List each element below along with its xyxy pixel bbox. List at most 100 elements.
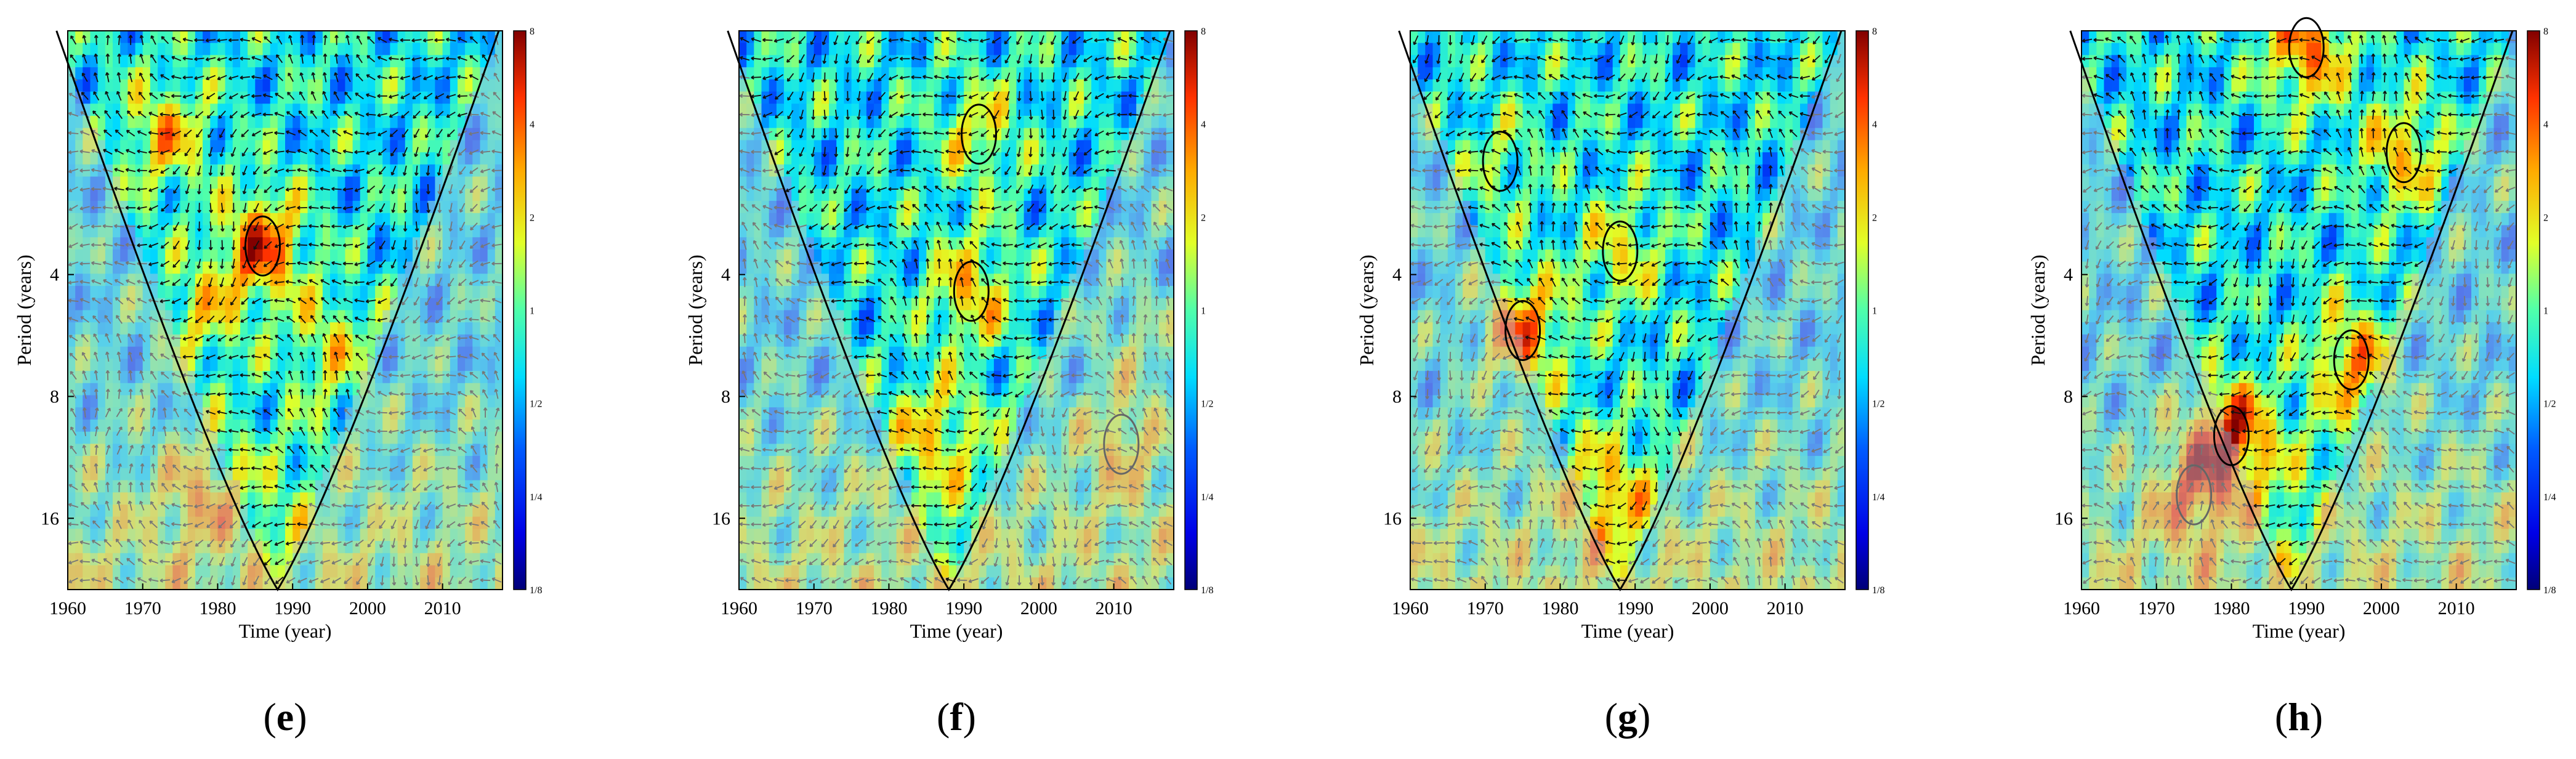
- power-cell: [248, 176, 256, 189]
- power-cell: [480, 480, 488, 493]
- power-cell: [293, 431, 301, 444]
- power-cell: [495, 176, 503, 189]
- power-cell: [300, 322, 309, 335]
- power-cell: [195, 492, 203, 505]
- power-cell: [360, 225, 368, 238]
- power-cell: [345, 213, 353, 226]
- power-cell: [382, 456, 390, 469]
- power-cell: [248, 116, 256, 129]
- power-cell: [337, 516, 345, 529]
- power-cell: [120, 104, 128, 116]
- power-cell: [307, 480, 316, 493]
- power-cell: [487, 529, 496, 542]
- power-cell: [330, 225, 338, 238]
- power-cell: [345, 529, 353, 542]
- power-cell: [262, 516, 271, 529]
- power-cell: [300, 225, 309, 238]
- power-cell: [480, 213, 488, 226]
- power-cell: [120, 67, 128, 80]
- power-cell: [187, 431, 196, 444]
- power-cell: [262, 492, 271, 505]
- power-cell: [300, 140, 309, 153]
- power-cell: [75, 55, 83, 68]
- power-cell: [412, 529, 421, 542]
- power-cell: [90, 176, 99, 189]
- power-cell: [450, 31, 458, 44]
- power-cell: [337, 274, 345, 286]
- power-cell: [412, 359, 421, 371]
- power-cell: [203, 286, 211, 299]
- power-cell: [427, 407, 436, 420]
- power-cell: [240, 322, 248, 335]
- power-cell: [225, 565, 233, 578]
- power-cell: [113, 286, 121, 299]
- power-cell: [83, 43, 91, 55]
- power-cell: [345, 565, 353, 578]
- power-cell: [240, 359, 248, 371]
- power-cell: [420, 55, 428, 68]
- power-cell: [390, 43, 398, 55]
- power-cell: [412, 565, 421, 578]
- power-cell: [203, 140, 211, 153]
- power-cell: [262, 529, 271, 542]
- power-cell: [367, 310, 376, 323]
- power-cell: [285, 79, 293, 92]
- power-cell: [307, 395, 316, 408]
- power-cell: [397, 480, 406, 493]
- power-cell: [427, 67, 436, 80]
- power-cell: [465, 577, 473, 590]
- power-cell: [345, 140, 353, 153]
- power-cell: [232, 529, 241, 542]
- power-cell: [262, 43, 271, 55]
- power-cell: [300, 152, 309, 165]
- power-cell: [150, 529, 158, 542]
- power-cell: [255, 420, 264, 432]
- power-cell: [203, 128, 211, 140]
- power-cell: [120, 310, 128, 323]
- power-cell: [293, 55, 301, 68]
- power-cell: [120, 371, 128, 384]
- power-cell: [427, 346, 436, 359]
- power-cell: [450, 492, 458, 505]
- power-cell: [150, 456, 158, 469]
- power-cell: [68, 128, 76, 140]
- power-cell: [337, 371, 345, 384]
- power-cell: [203, 456, 211, 469]
- power-cell: [90, 201, 99, 214]
- power-cell: [158, 346, 166, 359]
- power-cell: [337, 67, 345, 80]
- power-cell: [217, 395, 226, 408]
- power-cell: [248, 67, 256, 80]
- power-cell: [442, 480, 451, 493]
- power-cell: [255, 492, 264, 505]
- power-cell: [232, 79, 241, 92]
- power-cell: [480, 456, 488, 469]
- power-cell: [225, 55, 233, 68]
- power-cell: [300, 371, 309, 384]
- power-cell: [262, 322, 271, 335]
- power-cell: [142, 480, 151, 493]
- power-cell: [97, 383, 106, 396]
- power-cell: [495, 140, 503, 153]
- power-cell: [337, 529, 345, 542]
- power-cell: [375, 431, 383, 444]
- power-cell: [217, 431, 226, 444]
- power-cell: [427, 31, 436, 44]
- power-cell: [105, 468, 113, 481]
- power-cell: [195, 43, 203, 55]
- power-cell: [465, 43, 473, 55]
- power-cell: [300, 565, 309, 578]
- power-cell: [465, 565, 473, 578]
- power-cell: [352, 43, 361, 55]
- power-cell: [225, 359, 233, 371]
- power-cell: [135, 213, 143, 226]
- power-cell: [248, 565, 256, 578]
- power-cell: [90, 189, 99, 201]
- power-cell: [120, 249, 128, 262]
- power-cell: [240, 431, 248, 444]
- power-cell: [397, 79, 406, 92]
- power-cell: [210, 492, 219, 505]
- power-cell: [390, 189, 398, 201]
- power-cell: [232, 346, 241, 359]
- power-cell: [180, 565, 188, 578]
